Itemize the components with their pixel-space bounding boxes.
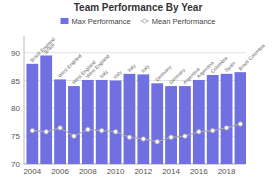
marker [211,128,215,132]
bar-annotation: West England [84,53,110,79]
marker [30,128,34,132]
bar [26,64,38,164]
marker [127,135,131,139]
bar [165,86,177,164]
x-tick-label: 2018 [218,167,236,176]
bar [221,74,233,164]
marker [238,122,242,126]
legend-swatch [61,18,69,24]
grid-line [24,52,246,53]
legend-marker [143,19,147,23]
marker [169,135,173,139]
bar [137,74,149,164]
title: Team Performance By Year [74,2,203,13]
bar-annotation: Italy [126,62,137,73]
marker [197,130,201,134]
marker [155,140,159,144]
marker [183,134,187,138]
x-tick-label: 2014 [162,167,180,176]
bar [151,83,163,164]
bar-annotation: Italy [112,69,123,80]
x-tick-label: 2016 [190,167,208,176]
legend-label: Max Performance [72,17,131,26]
y-tick-label: 90 [11,49,20,58]
marker [100,128,104,132]
marker [44,130,48,134]
bar-annotation: Brazil England [29,36,56,63]
bar [207,75,219,164]
x-tick-label: 2010 [107,167,125,176]
x-tick-label: 2008 [79,167,97,176]
marker [86,127,90,131]
bar-annotation: Brazil [43,42,56,55]
bar [193,80,205,164]
legend-label: Mean Performance [152,17,216,26]
bar [82,80,94,164]
bar [40,55,52,164]
marker [141,137,145,141]
marker [58,126,62,130]
grid [24,53,246,164]
bar-annotation: Italy [140,63,151,74]
bar [179,86,191,164]
marker [72,134,76,138]
bar-annotation: Spain [223,60,236,73]
marker [113,130,117,134]
y-tick-label: 70 [11,160,20,169]
y-tick-label: 85 [11,77,20,86]
x-tick-label: 2012 [134,167,152,176]
bar [110,81,122,164]
y-tick-label: 80 [11,104,20,113]
bar [124,74,136,164]
bar-annotation: Italy [98,68,109,79]
line [32,124,240,142]
y-tick-label: 75 [11,132,20,141]
marker [224,126,228,130]
bar [68,86,80,164]
bar [96,80,108,164]
x-tick-label: 2004 [23,167,41,176]
chart: Team Performance By Year 70 75 80 85 90 Brazil… [0,0,276,182]
x-tick-label: 2006 [51,167,69,176]
bar [235,72,246,164]
bar [54,79,66,164]
legend: Max Performance Mean Performance [61,17,216,26]
bar-annotation: Brazil Colombia [237,42,266,71]
y-axis-line [24,36,25,164]
